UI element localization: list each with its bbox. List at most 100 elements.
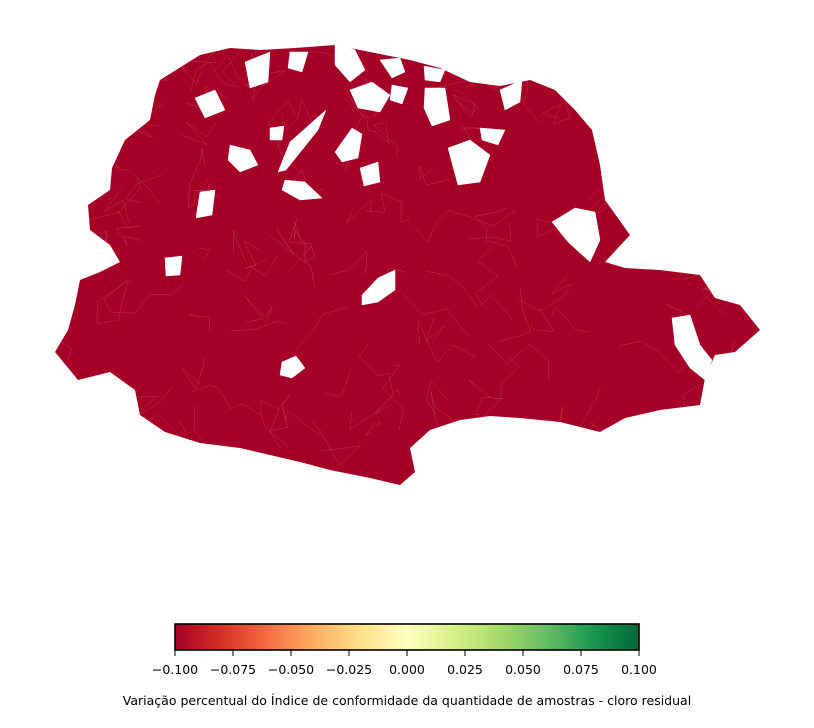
missing-area: [334, 41, 366, 83]
choropleth-map: [55, 41, 760, 485]
missing-area: [227, 144, 259, 173]
municipality-border: [365, 420, 380, 437]
municipality-border: [191, 384, 261, 416]
municipality-border: [260, 400, 289, 447]
municipality-border: [475, 247, 513, 320]
municipality-border: [194, 177, 214, 192]
municipality-border: [614, 100, 640, 133]
municipality-border: [243, 295, 273, 327]
missing-area: [423, 65, 446, 83]
municipality-border: [522, 72, 540, 123]
colorbar-ticks: −0.100 −0.075 −0.050 −0.025 0.000 0.025 0.050 0…: [152, 650, 657, 677]
municipality-border: [597, 143, 631, 168]
municipality-border: [468, 378, 503, 415]
missing-area: [164, 255, 183, 277]
municipality-border: [99, 89, 122, 122]
municipality-border: [210, 462, 236, 485]
municipality-border: [516, 274, 572, 312]
missing-area: [349, 81, 391, 113]
missing-area: [423, 87, 451, 127]
municipality-border: [497, 288, 531, 342]
missing-data-areas: [164, 41, 713, 381]
municipality-border: [90, 59, 113, 109]
municipality-border: [198, 247, 211, 261]
municipality-border: [270, 229, 315, 288]
municipality-border: [541, 97, 570, 124]
municipality-border: [452, 94, 475, 117]
missing-area: [447, 139, 491, 186]
municipality-border: [329, 251, 367, 275]
missing-area: [281, 179, 323, 201]
municipality-border: [531, 475, 557, 485]
municipality-border: [55, 181, 73, 218]
municipality-border: [608, 448, 647, 459]
municipality-border: [115, 210, 141, 246]
municipality-border: [599, 442, 635, 483]
municipality-border: [425, 316, 445, 343]
municipality-border: [233, 230, 247, 263]
colorbar-tick-label: −0.025: [326, 662, 372, 677]
missing-area: [671, 314, 713, 381]
municipality-border: [630, 239, 662, 269]
municipality-border: [536, 214, 578, 249]
colorbar-tick-label: 0.100: [621, 662, 657, 677]
municipality-border: [181, 121, 217, 145]
missing-area: [551, 207, 601, 263]
municipality-border: [243, 240, 268, 269]
municipality-border: [488, 343, 549, 382]
municipality-border: [79, 398, 122, 437]
municipality-border: [346, 198, 372, 224]
municipality-border: [343, 97, 390, 144]
municipality-border: [548, 454, 590, 479]
missing-area: [244, 51, 271, 89]
municipality-border: [474, 207, 518, 269]
municipality-border: [288, 218, 316, 263]
municipality-border: [64, 251, 95, 265]
municipality-border: [212, 54, 257, 93]
municipality-border: [419, 45, 444, 62]
missing-area: [359, 161, 381, 187]
municipality-border: [276, 394, 321, 436]
municipality-border: [165, 45, 218, 85]
municipality-border: [55, 107, 92, 169]
missing-area: [195, 189, 216, 219]
municipality-border: [364, 193, 411, 223]
municipality-border: [470, 46, 496, 84]
municipality-border: [419, 165, 449, 186]
missing-area: [361, 269, 396, 306]
missing-area: [479, 127, 506, 146]
municipality-border: [188, 148, 220, 209]
municipality-border: [125, 174, 162, 203]
municipality-border: [678, 129, 716, 172]
missing-area: [194, 89, 226, 119]
municipality-border: [701, 460, 716, 479]
municipality-border: [190, 454, 230, 485]
colorbar-label: Variação percentual do Índice de conform…: [123, 693, 691, 708]
municipality-border: [181, 357, 205, 390]
municipality-border: [325, 368, 352, 397]
municipality-border: [426, 380, 448, 416]
colorbar-tick-label: 0.050: [505, 662, 541, 677]
municipality-border: [103, 278, 185, 314]
municipality-border: [633, 63, 658, 125]
municipality-border: [699, 258, 752, 269]
municipality-border: [349, 389, 401, 431]
colorbar-tick-label: 0.025: [447, 662, 483, 677]
municipality-border: [110, 149, 160, 204]
municipality-border: [382, 364, 404, 430]
municipality-border: [562, 431, 587, 485]
missing-area: [269, 125, 285, 141]
municipality-border: [152, 45, 186, 71]
municipality-border: [733, 90, 760, 116]
municipality-border: [311, 421, 362, 466]
missing-area: [499, 79, 523, 111]
municipality-border: [550, 46, 582, 91]
municipality-border: [551, 306, 591, 333]
municipality-border: [269, 402, 288, 449]
municipality-border: [686, 45, 719, 58]
municipality-border: [288, 222, 313, 272]
state-region: [55, 45, 760, 485]
missing-area: [279, 355, 306, 379]
municipality-border: [230, 320, 288, 332]
municipality-border: [66, 373, 113, 403]
